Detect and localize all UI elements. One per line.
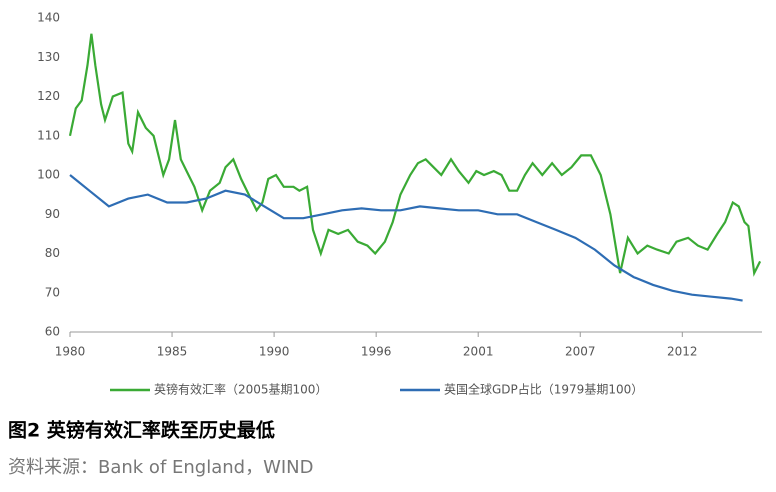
line-series [68, 33, 762, 277]
y-tick-label: 140 [37, 11, 60, 25]
y-tick-label: 60 [45, 325, 60, 339]
y-tick-label: 90 [45, 207, 60, 221]
y-tick-label: 130 [37, 50, 60, 64]
legend-label: 英镑有效汇率（2005基期100） [154, 382, 327, 397]
x-tick-label: 1990 [259, 345, 290, 359]
y-tick-label: 70 [45, 285, 60, 299]
source: 资料来源：Bank of England，WIND [8, 457, 314, 478]
line-series [69, 174, 743, 302]
legend-label: 英国全球GDP占比（1979基期100） [444, 382, 643, 397]
y-tick-label: 120 [37, 89, 60, 103]
x-tick-label: 1980 [55, 345, 86, 359]
y-tick-label: 100 [37, 168, 60, 182]
x-tick-label: 2012 [667, 345, 698, 359]
x-tick-label: 1985 [157, 345, 188, 359]
x-tick-label: 1996 [361, 345, 392, 359]
x-tick-label: 2001 [463, 345, 494, 359]
y-tick-label: 110 [37, 128, 60, 142]
y-tick-label: 80 [45, 246, 60, 260]
x-tick-label: 2007 [565, 345, 596, 359]
figure-title: 图2 英镑有效汇率跌至历史最低 [8, 419, 275, 442]
